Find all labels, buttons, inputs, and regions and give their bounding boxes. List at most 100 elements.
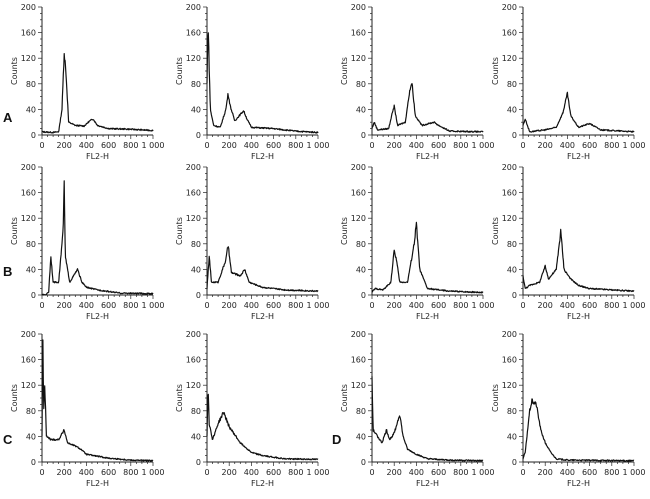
x-tick-label: 800 [604,301,619,310]
histogram-line [522,398,635,462]
histogram-line [371,83,484,133]
x-tick-label: 1 000 [623,141,646,150]
x-tick-label: 200 [222,301,237,310]
y-tick-label: 120 [351,214,366,223]
y-tick-label: 80 [356,407,366,416]
y-tick-label: 0 [361,458,366,467]
x-axis-title: FL2-H [416,479,439,488]
x-tick-label: 600 [582,468,597,477]
y-axis-title: Counts [340,217,349,245]
histogram-line [206,393,319,461]
x-tick-label: 400 [560,301,575,310]
x-tick-label: 200 [57,141,72,150]
x-axis-title: FL2-H [416,152,439,161]
y-tick-label: 200 [21,3,36,12]
x-tick-label: 400 [79,141,94,150]
x-tick-label: 400 [244,468,259,477]
x-tick-label: 0 [369,468,374,477]
x-tick-label: 400 [79,468,94,477]
panel-label-b: B [3,264,12,279]
x-tick-label: 800 [453,468,468,477]
y-tick-label: 0 [196,131,201,140]
histogram-panel: 0 40 80 120 160 200 0 200 400 600 800 1 000 FL2-H Cou… [340,163,494,321]
y-tick-label: 40 [191,432,201,441]
x-axis-title: FL2-H [86,479,109,488]
histogram-line [371,221,484,294]
y-tick-label: 80 [356,80,366,89]
x-tick-label: 0 [39,468,44,477]
x-tick-label: 0 [204,468,209,477]
histogram-line [41,53,154,134]
x-tick-label: 1 000 [142,301,165,310]
y-tick-label: 40 [356,432,366,441]
x-tick-label: 200 [538,468,553,477]
x-tick-label: 800 [123,141,138,150]
y-tick-label: 120 [21,381,36,390]
histogram-panel: 0 40 80 120 160 200 0 200 400 600 800 1 000 FL2-H Cou… [10,330,164,488]
y-tick-label: 200 [351,3,366,12]
histogram-panel: 0 40 80 120 160 200 0 200 400 600 800 1 000 FL2-H Cou… [491,330,645,488]
y-tick-label: 120 [351,381,366,390]
y-tick-label: 160 [502,29,517,38]
y-tick-label: 120 [502,54,517,63]
y-tick-label: 80 [191,80,201,89]
x-tick-label: 600 [431,301,446,310]
x-axis-title: FL2-H [567,152,590,161]
x-axis-title: FL2-H [567,479,590,488]
y-tick-label: 200 [21,163,36,172]
x-tick-label: 0 [520,141,525,150]
histogram-panel: 0 40 80 120 160 200 0 200 400 600 800 1 000 FL2-H Cou… [10,163,164,321]
x-tick-label: 0 [520,301,525,310]
y-tick-label: 80 [356,240,366,249]
x-axis-title: FL2-H [86,152,109,161]
x-tick-label: 0 [204,301,209,310]
x-tick-label: 200 [387,468,402,477]
x-tick-label: 400 [409,468,424,477]
y-axis-title: Counts [175,384,184,412]
x-axis-title: FL2-H [251,312,274,321]
x-tick-label: 800 [453,301,468,310]
x-tick-label: 400 [244,141,259,150]
histogram-line [371,376,484,462]
x-tick-label: 800 [453,141,468,150]
y-tick-label: 0 [196,291,201,300]
panel-label-a: A [3,110,13,125]
y-tick-label: 120 [186,214,201,223]
x-tick-label: 400 [79,301,94,310]
y-tick-label: 160 [186,189,201,198]
y-tick-label: 160 [21,189,36,198]
x-tick-label: 600 [582,141,597,150]
x-tick-label: 200 [57,301,72,310]
x-tick-label: 200 [387,141,402,150]
x-tick-label: 400 [560,468,575,477]
x-tick-label: 1 000 [142,141,165,150]
x-tick-label: 800 [123,301,138,310]
y-tick-label: 80 [191,407,201,416]
y-axis-title: Counts [10,217,19,245]
y-tick-label: 160 [21,356,36,365]
y-tick-label: 40 [26,265,36,274]
x-tick-label: 400 [409,301,424,310]
y-axis-title: Counts [175,57,184,85]
y-tick-label: 160 [502,189,517,198]
y-axis-title: Counts [175,217,184,245]
y-tick-label: 160 [351,29,366,38]
x-tick-label: 800 [123,468,138,477]
y-axis-title: Counts [491,384,500,412]
y-axis-title: Counts [491,57,500,85]
histogram-panel: 0 40 80 120 160 200 0 200 400 600 800 1 000 FL2-H Cou… [491,163,645,321]
histogram-line [206,32,319,134]
y-axis-title: Counts [491,217,500,245]
y-tick-label: 200 [21,330,36,339]
y-tick-label: 0 [196,458,201,467]
x-tick-label: 400 [409,141,424,150]
x-tick-label: 400 [560,141,575,150]
x-tick-label: 600 [101,141,116,150]
x-tick-label: 1 000 [307,141,330,150]
x-axis-title: FL2-H [251,152,274,161]
x-tick-label: 1 000 [472,301,495,310]
x-tick-label: 600 [101,301,116,310]
x-tick-label: 1 000 [472,468,495,477]
histogram-panel: 0 40 80 120 160 200 0 200 400 600 800 1 000 FL2-H Cou… [175,163,329,321]
y-tick-label: 80 [26,407,36,416]
